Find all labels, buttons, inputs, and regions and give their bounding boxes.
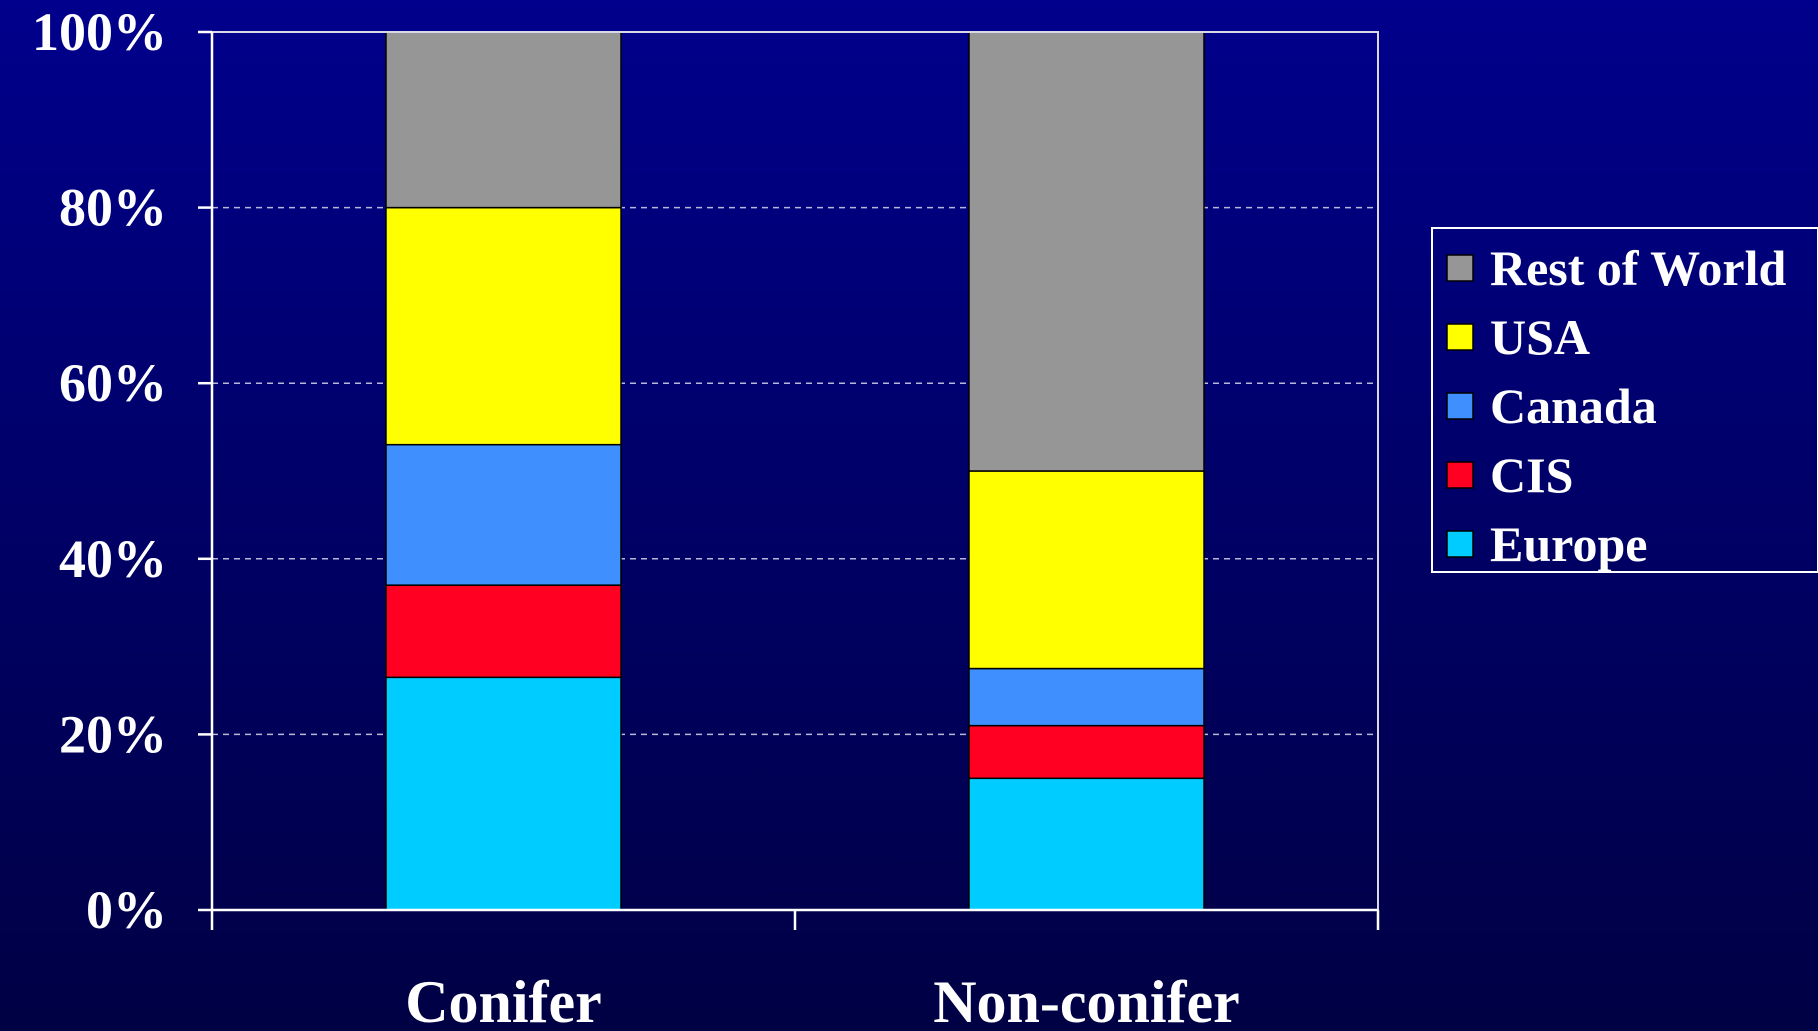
bar-segment-non-conifer-canada — [968, 667, 1205, 727]
x-category-labels: Conifer Non-conifer — [405, 969, 1240, 1031]
bar-segment-conifer-europe — [385, 676, 622, 911]
legend-swatch-europe — [1446, 530, 1474, 558]
legend: Rest of World USA Canada CIS Europe — [1431, 227, 1818, 573]
axes — [198, 30, 1380, 930]
y-tick-labels: 0% 20% 40% 60% 80% 100% — [32, 2, 167, 940]
bar-segment-non-conifer-usa — [968, 470, 1205, 670]
bar-segment-non-conifer-cis — [968, 724, 1205, 780]
bar-segment-conifer-cis — [385, 584, 622, 679]
legend-label-canada: Canada — [1490, 378, 1657, 434]
y-tick-label-40: 40% — [59, 529, 167, 589]
legend-swatch-usa — [1446, 323, 1474, 351]
y-tick-label-20: 20% — [59, 704, 167, 764]
y-tick-label-60: 60% — [59, 353, 167, 413]
legend-swatch-cis — [1446, 461, 1474, 489]
y-tick-label-100: 100% — [32, 2, 167, 62]
legend-label-europe: Europe — [1490, 516, 1647, 572]
y-tick-label-0: 0% — [86, 880, 167, 940]
bar-segment-conifer-canada — [385, 443, 622, 586]
legend-label-cis: CIS — [1490, 447, 1573, 503]
bar-segment-non-conifer-europe — [968, 777, 1205, 911]
bar-segment-non-conifer-rest-of-world — [968, 31, 1205, 472]
legend-swatch-rest-of-world — [1446, 254, 1474, 282]
legend-label-rest-of-world: Rest of World — [1490, 240, 1786, 296]
x-label-non-conifer: Non-conifer — [933, 969, 1240, 1031]
legend-box — [1431, 227, 1818, 573]
bar-segment-conifer-usa — [385, 206, 622, 446]
legend-label-usa: USA — [1490, 309, 1590, 365]
y-tick-label-80: 80% — [59, 178, 167, 238]
bar-segment-conifer-rest-of-world — [385, 31, 622, 209]
bars — [385, 31, 1205, 911]
x-label-conifer: Conifer — [405, 969, 602, 1031]
legend-swatch-canada — [1446, 392, 1474, 420]
